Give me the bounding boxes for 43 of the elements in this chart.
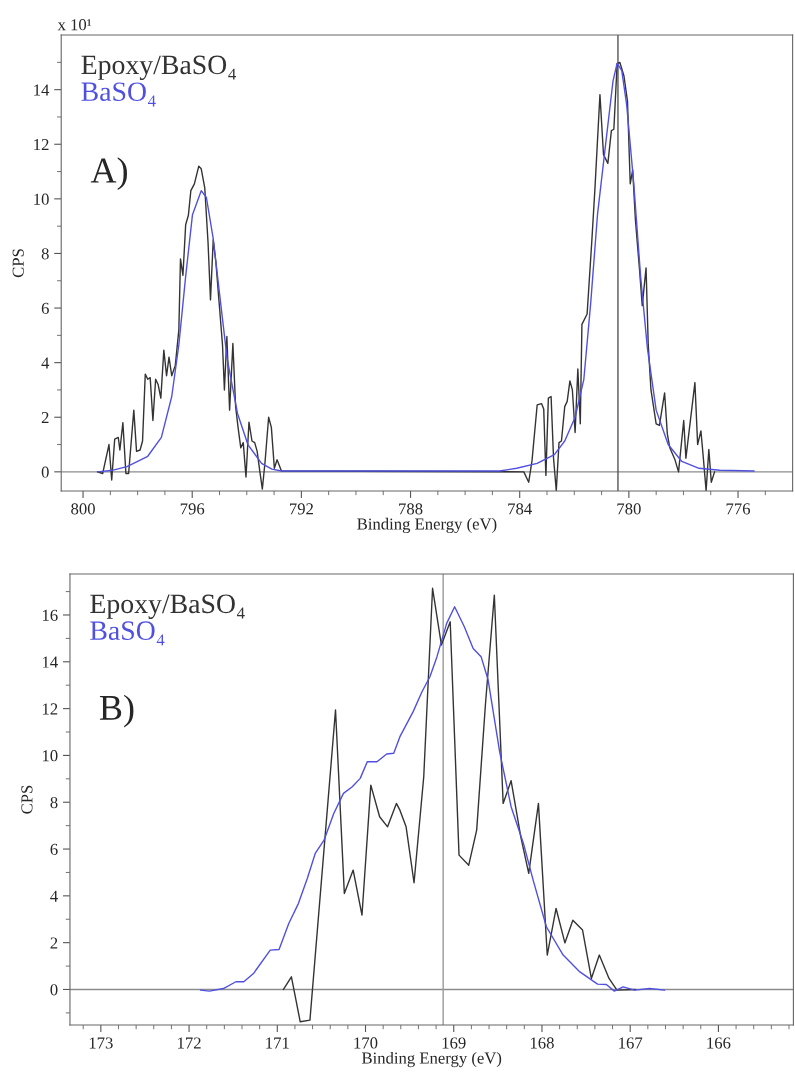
y-tick-label: 6: [41, 302, 49, 314]
text: x 10¹: [57, 19, 92, 31]
y-axis-title: CPS: [21, 785, 33, 814]
x-tick-label: 168: [530, 1037, 554, 1049]
x-tick-label: 170: [354, 1037, 378, 1049]
x-tick-label: 173: [89, 1037, 113, 1049]
x-tick-label: 167: [619, 1037, 643, 1049]
y-tick-label: 12: [34, 139, 49, 151]
x-axis-title: Binding Energy (eV): [357, 517, 497, 534]
x-tick-label: 169: [442, 1037, 466, 1049]
x-tick-label: 780: [617, 503, 641, 515]
x-tick-label: 171: [266, 1037, 289, 1049]
text: Epoxy/BaSO₄: [81, 55, 236, 80]
y-tick-label: 4: [50, 890, 58, 902]
x-tick-label: 784: [508, 503, 532, 515]
x-tick-label: 796: [180, 503, 205, 515]
y-tick-label: 10: [42, 750, 58, 762]
y-tick-label: 10: [34, 193, 49, 205]
x-tick-label: 788: [399, 503, 423, 515]
x-tick-label: 172: [178, 1037, 201, 1049]
y-tick-label: 4: [41, 357, 50, 369]
y-tick-label: 0: [41, 466, 49, 478]
text: BaSO₄: [81, 82, 156, 107]
y-tick-label: 8: [41, 248, 49, 260]
x-tick-label: 166: [707, 1037, 731, 1049]
y-tick-label: 14: [42, 656, 58, 668]
y-tick-label: 14: [34, 84, 50, 96]
annotation: B): [99, 694, 134, 728]
annotation: A): [90, 157, 127, 191]
y-axis-title: CPS: [12, 249, 24, 278]
y-tick-label: 2: [41, 411, 49, 424]
y-tick-label: 16: [42, 609, 58, 621]
y-tick-label: 6: [50, 843, 58, 855]
x-axis-title: Binding Energy (eV): [361, 1051, 502, 1068]
x-tick-label: 776: [726, 503, 751, 515]
text: Epoxy/BaSO₄: [90, 594, 245, 619]
text: BaSO₄: [90, 621, 165, 646]
y-tick-label: 12: [42, 703, 58, 715]
y-tick-label: 0: [50, 984, 58, 996]
x-tick-label: 792: [289, 503, 313, 515]
y-tick-label: 2: [50, 937, 58, 949]
x-tick-label: 800: [71, 503, 95, 515]
y-tick-label: 8: [50, 796, 58, 809]
